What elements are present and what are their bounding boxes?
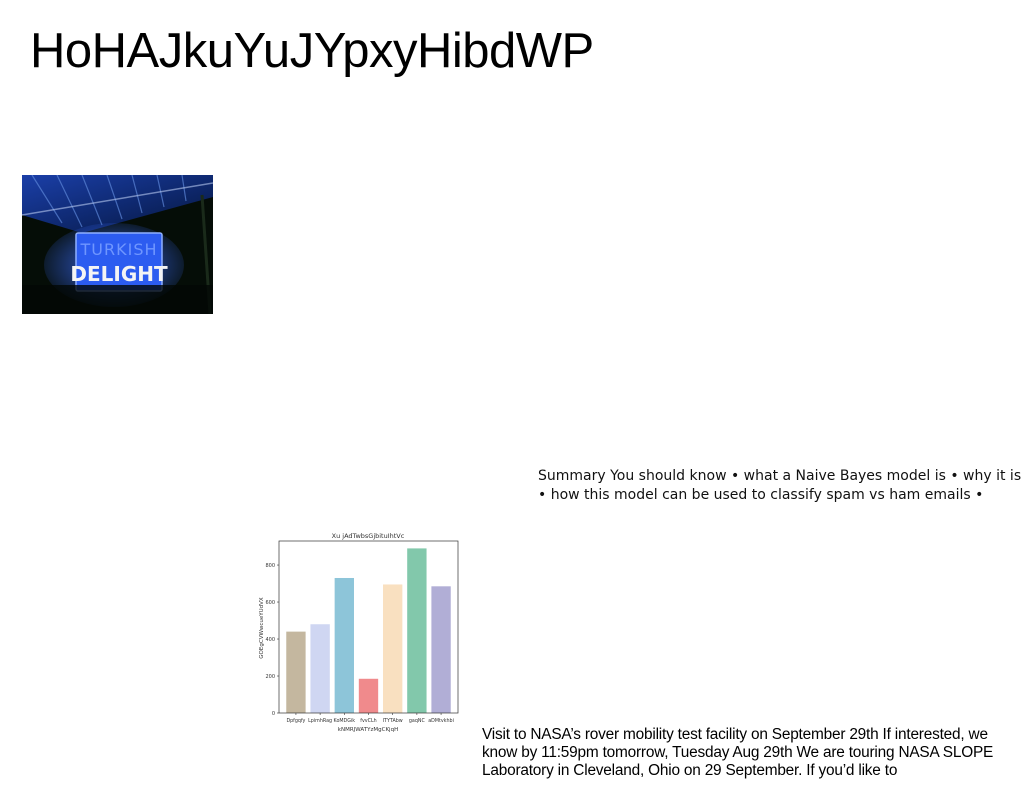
- chart-y-tick-label-1: 200: [265, 674, 275, 680]
- chart-title: Xu jAdTwbsGjbituIhtVc: [332, 532, 405, 540]
- visit-text: Visit to NASA’s rover mobility test faci…: [482, 726, 994, 779]
- chart-bar-6: [431, 586, 451, 713]
- chart-y-axis-label: GOEgCVWwcueYUdVX: [259, 597, 265, 659]
- summary-text: Summary You should know • what a Naive B…: [538, 468, 1022, 503]
- chart-y-tick-label-0: 0: [272, 711, 275, 717]
- neon-sign-photo: TURKISH DELIGHT: [22, 175, 213, 314]
- chart-bar-2: [334, 577, 354, 713]
- chart-y-tick-label-3: 600: [265, 600, 275, 606]
- page-title: HoHAJkuYuJYpxyHibdWP: [30, 24, 594, 78]
- chart-plot-frame: [278, 540, 459, 714]
- chart-bar-1: [310, 624, 330, 713]
- chart-x-tick-label-3: fvvCLh: [360, 718, 376, 724]
- bar-chart: Xu jAdTwbsGjbituIhtVc GOEgCVWwcueYUdVX k…: [254, 524, 466, 736]
- chart-x-tick-label-0: Dpfgqfy: [286, 718, 305, 724]
- chart-bar-5: [407, 548, 427, 713]
- chart-x-tick-label-5: gaqNC: [409, 718, 426, 724]
- chart-y-tick-label-2: 400: [265, 637, 275, 643]
- sign-line2: DELIGHT: [70, 262, 168, 286]
- chart-bar-4: [383, 584, 403, 713]
- chart-x-axis-label: kNMRJWATYzMgCKjqH: [338, 727, 398, 733]
- chart-bar-0: [286, 631, 306, 713]
- chart-bar-3: [358, 678, 379, 713]
- sign-line1: TURKISH: [80, 240, 158, 259]
- chart-x-tick-label-1: LpimhRag: [308, 718, 332, 724]
- chart-x-tick-label-2: KoMDGik: [334, 718, 356, 724]
- chart-x-tick-label-6: aDMtvkhbi: [428, 718, 454, 724]
- chart-x-tick-label-4: ITYTAbw: [383, 718, 403, 724]
- chart-y-tick-label-4: 800: [265, 563, 275, 569]
